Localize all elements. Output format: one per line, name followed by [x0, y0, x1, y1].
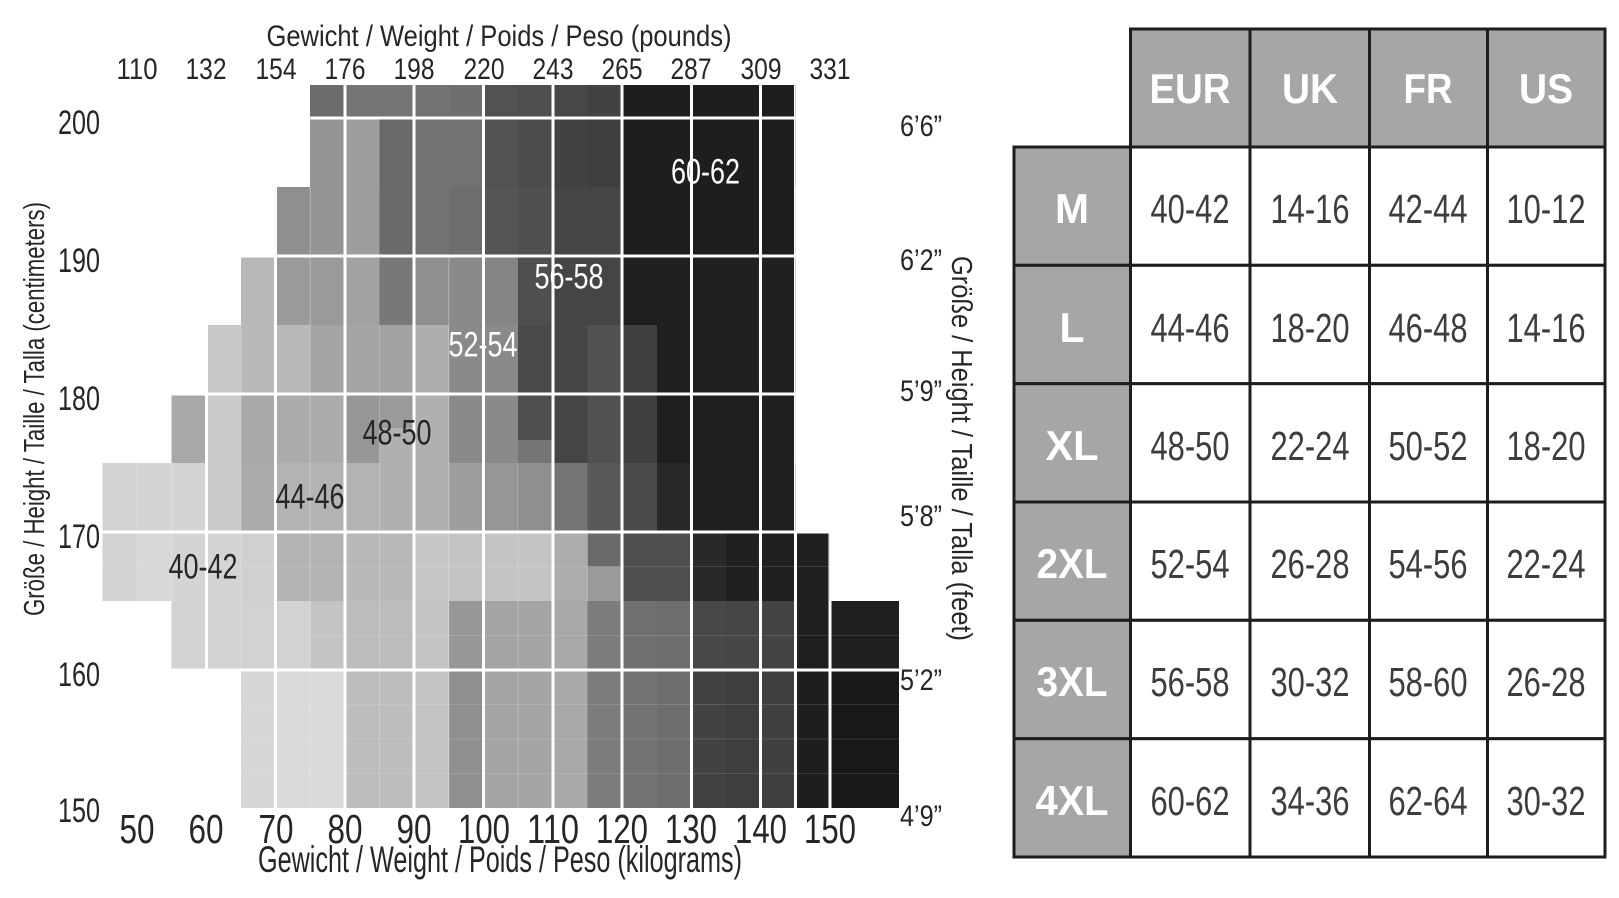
svg-text:40-42: 40-42 [169, 548, 238, 587]
svg-text:176: 176 [325, 53, 366, 86]
svg-text:M: M [1055, 185, 1089, 232]
svg-text:243: 243 [533, 53, 574, 86]
svg-text:287: 287 [671, 53, 712, 86]
svg-text:6’2”: 6’2” [900, 244, 942, 277]
svg-text:44-46: 44-46 [276, 478, 345, 517]
svg-text:110: 110 [117, 53, 158, 86]
svg-text:50: 50 [120, 806, 155, 852]
svg-text:140: 140 [735, 806, 787, 852]
svg-text:58-60: 58-60 [1389, 659, 1468, 705]
svg-text:4XL: 4XL [1036, 777, 1109, 824]
svg-text:120: 120 [596, 806, 648, 852]
svg-text:EUR: EUR [1150, 65, 1231, 112]
svg-text:48-50: 48-50 [363, 414, 432, 453]
svg-text:26-28: 26-28 [1507, 659, 1586, 705]
svg-text:132: 132 [186, 53, 227, 86]
svg-text:5’9”: 5’9” [900, 375, 942, 408]
svg-text:150: 150 [58, 792, 100, 830]
svg-text:42-44: 42-44 [1389, 186, 1468, 232]
svg-text:3XL: 3XL [1037, 658, 1108, 705]
svg-text:50-52: 50-52 [1389, 423, 1468, 469]
svg-text:14-16: 14-16 [1507, 305, 1586, 351]
svg-text:26-28: 26-28 [1271, 541, 1350, 587]
svg-text:Gewicht / Weight / Poids / Pes: Gewicht / Weight / Poids / Peso (kilogra… [258, 839, 742, 880]
svg-text:150: 150 [804, 806, 856, 852]
svg-text:XL: XL [1046, 422, 1099, 469]
svg-text:4’9”: 4’9” [900, 800, 942, 833]
svg-text:40-42: 40-42 [1151, 186, 1230, 232]
svg-text:Größe / Height / Taille / Tall: Größe / Height / Taille / Talla (feet) [945, 256, 977, 641]
svg-text:22-24: 22-24 [1271, 423, 1350, 469]
svg-text:220: 220 [464, 53, 505, 86]
svg-text:18-20: 18-20 [1507, 423, 1586, 469]
svg-text:22-24: 22-24 [1507, 541, 1586, 587]
svg-text:54-56: 54-56 [1389, 541, 1468, 587]
svg-text:UK: UK [1282, 65, 1338, 112]
svg-text:Größe / Height / Taille / Tall: Größe / Height / Taille / Talla (centime… [19, 202, 51, 616]
svg-text:US: US [1519, 65, 1573, 112]
svg-text:154: 154 [256, 53, 297, 86]
svg-text:60: 60 [189, 806, 224, 852]
svg-text:170: 170 [58, 518, 100, 556]
svg-text:48-50: 48-50 [1151, 423, 1230, 469]
svg-text:34-36: 34-36 [1271, 778, 1350, 824]
svg-text:100: 100 [458, 806, 510, 852]
svg-text:46-48: 46-48 [1389, 305, 1468, 351]
svg-text:10-12: 10-12 [1507, 186, 1586, 232]
svg-text:52-54: 52-54 [1151, 541, 1230, 587]
svg-text:5’8”: 5’8” [900, 500, 942, 533]
svg-text:180: 180 [58, 380, 100, 418]
svg-text:190: 190 [58, 242, 100, 280]
svg-text:FR: FR [1404, 65, 1453, 112]
svg-text:110: 110 [527, 806, 579, 852]
svg-text:44-46: 44-46 [1151, 305, 1230, 351]
svg-text:56-58: 56-58 [535, 258, 604, 297]
svg-text:198: 198 [394, 53, 435, 86]
svg-text:331: 331 [810, 53, 851, 86]
svg-text:18-20: 18-20 [1271, 305, 1350, 351]
svg-text:70: 70 [259, 806, 294, 852]
svg-text:5’2”: 5’2” [900, 664, 942, 697]
svg-text:30-32: 30-32 [1507, 778, 1586, 824]
svg-text:62-64: 62-64 [1389, 778, 1468, 824]
svg-text:80: 80 [328, 806, 363, 852]
svg-text:160: 160 [58, 656, 100, 694]
svg-text:L: L [1060, 304, 1085, 351]
svg-text:60-62: 60-62 [671, 153, 740, 192]
svg-text:60-62: 60-62 [1151, 778, 1230, 824]
svg-text:200: 200 [58, 104, 100, 142]
svg-text:309: 309 [741, 53, 782, 86]
svg-text:265: 265 [602, 53, 643, 86]
svg-text:14-16: 14-16 [1271, 186, 1350, 232]
svg-text:130: 130 [665, 806, 717, 852]
svg-text:Gewicht / Weight / Poids / Pes: Gewicht / Weight / Poids / Peso (pounds) [267, 20, 732, 53]
svg-text:90: 90 [397, 806, 432, 852]
svg-text:2XL: 2XL [1037, 540, 1108, 587]
svg-text:52-54: 52-54 [449, 326, 518, 365]
svg-text:30-32: 30-32 [1271, 659, 1350, 705]
svg-text:56-58: 56-58 [1151, 659, 1230, 705]
svg-text:6’6”: 6’6” [900, 110, 942, 143]
